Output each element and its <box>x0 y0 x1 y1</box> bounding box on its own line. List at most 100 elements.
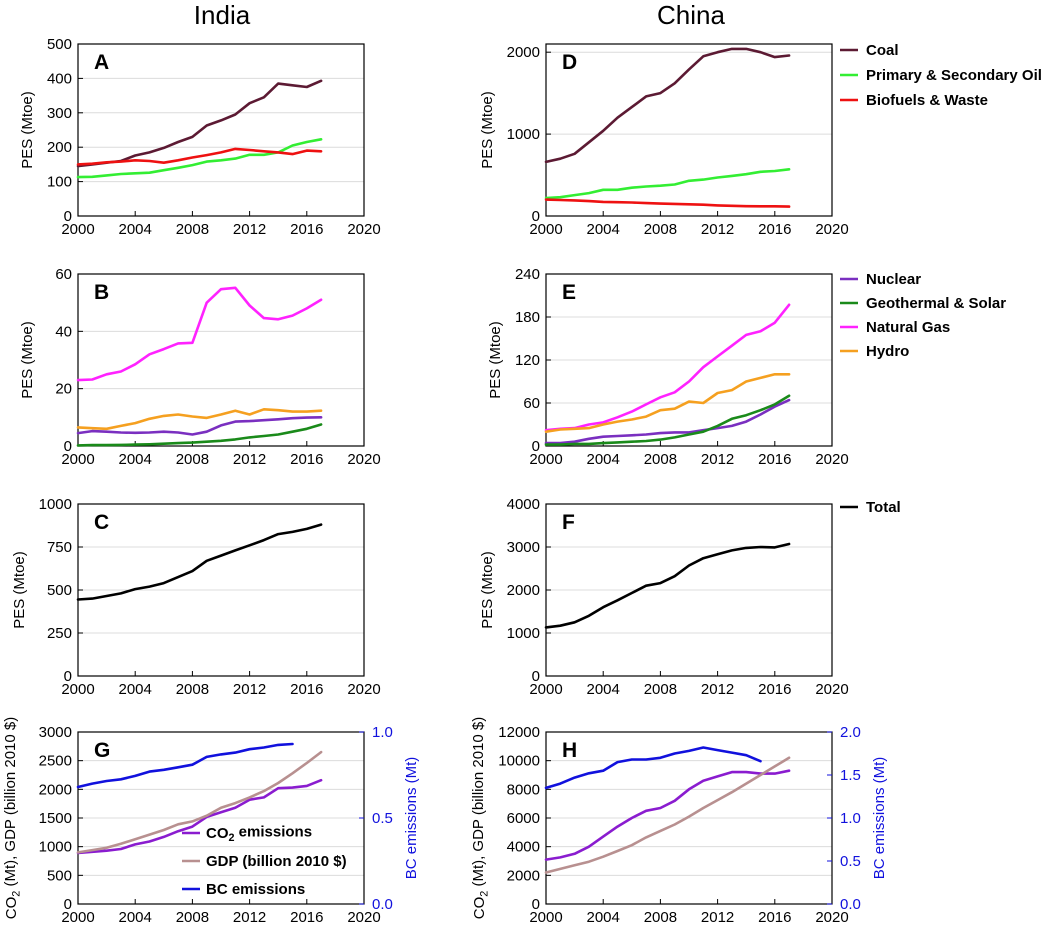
legend-mid: Nuclear Geothermal & Solar Natural Gas Hydr… <box>840 271 1006 360</box>
legend-label: Total <box>866 499 901 516</box>
series-line-biofuels-waste <box>544 198 791 208</box>
series-line-co-emissions <box>76 778 323 855</box>
panel-e: 0 60 120 180 240 2000 2004 2008 2012 2016 2020 PES … <box>487 266 849 468</box>
x-tick-label: 2000 <box>529 451 562 468</box>
charts-container: 0 100 200 300 400 500 2000 2004 2008 2012 2016 2020… <box>2 36 888 926</box>
series-line-gdp-billion-2010- <box>76 750 323 854</box>
y-tick-label: 0 <box>64 896 72 913</box>
y2-tick-label: 1.0 <box>840 810 861 827</box>
y-tick-label: 2500 <box>39 753 72 770</box>
legend-label: Primary & Secondary Oil <box>866 67 1042 84</box>
legend-label: Hydro <box>866 343 909 360</box>
series-line-total <box>544 542 791 629</box>
series-line-total <box>76 523 323 601</box>
y-tick-label: 60 <box>523 395 540 412</box>
y-tick-label: 0 <box>532 668 540 685</box>
y-tick-label: 180 <box>515 309 540 326</box>
x-tick-label: 2004 <box>587 451 620 468</box>
y-tick-label: 500 <box>47 582 72 599</box>
y-axis-label: PES (Mtoe) <box>19 321 36 399</box>
y-tick-label: 1000 <box>507 625 540 642</box>
y-tick-label: 250 <box>47 625 72 642</box>
y-tick-label: 200 <box>47 139 72 156</box>
x-tick-label: 2012 <box>701 681 734 698</box>
y2-tick-label: 2.0 <box>840 724 861 741</box>
panel-a: 0 100 200 300 400 500 2000 2004 2008 2012 2016 2020… <box>19 36 381 238</box>
series-line-hydro <box>76 407 323 431</box>
x-tick-label: 2000 <box>61 681 94 698</box>
series-line-hydro <box>544 372 791 434</box>
series-line-geothermal-solar <box>76 423 323 447</box>
panel-label: H <box>562 739 577 762</box>
y-tick-label: 120 <box>515 352 540 369</box>
x-tick-label: 2008 <box>176 451 209 468</box>
x-tick-label: 2012 <box>233 451 266 468</box>
x-tick-label: 2000 <box>529 909 562 926</box>
y-tick-label: 10000 <box>498 753 540 770</box>
x-tick-label: 2000 <box>61 451 94 468</box>
x-tick-label: 2012 <box>233 909 266 926</box>
y-tick-label: 300 <box>47 105 72 122</box>
panel-f: 0 1000 2000 3000 4000 2000 2004 2008 2012 2016 202… <box>479 496 849 698</box>
x-tick-label: 2012 <box>701 221 734 238</box>
x-tick-label: 2020 <box>347 681 380 698</box>
series-line-natural-gas <box>544 303 791 432</box>
legend-label: Coal <box>866 42 899 59</box>
panel-d: 0 1000 2000 2000 2004 2008 2012 2016 2020 PES (Mt… <box>479 43 849 238</box>
y-tick-label: 3000 <box>39 724 72 741</box>
x-tick-label: 2004 <box>119 221 152 238</box>
plot-frame <box>77 273 365 447</box>
series-line-bc-emissions <box>76 742 294 789</box>
y-tick-label: 0 <box>532 438 540 455</box>
y-tick-label: 0 <box>532 208 540 225</box>
y2-tick-label: 1.0 <box>372 724 393 741</box>
x-tick-label: 2004 <box>587 909 620 926</box>
legend-label: Geothermal & Solar <box>866 295 1006 312</box>
y-tick-label: 60 <box>55 266 72 283</box>
x-tick-label: 2020 <box>347 221 380 238</box>
series-line-biofuels-waste <box>76 147 323 166</box>
panel-label: A <box>94 51 109 74</box>
y-tick-label: 4000 <box>507 839 540 856</box>
y-tick-label: 400 <box>47 70 72 87</box>
x-tick-label: 2004 <box>587 221 620 238</box>
col-title-china: China <box>657 0 725 30</box>
y-tick-label: 1500 <box>39 810 72 827</box>
x-tick-label: 2012 <box>701 451 734 468</box>
x-tick-label: 2012 <box>233 221 266 238</box>
y-tick-label: 0 <box>64 438 72 455</box>
x-tick-label: 2004 <box>587 681 620 698</box>
y-axis-label: PES (Mtoe) <box>487 321 504 399</box>
series-line-nuclear <box>544 398 791 445</box>
legend-g-inset: CO2 emissions GDP (billion 2010 $) BC emis… <box>182 824 347 898</box>
y-tick-label: 240 <box>515 266 540 283</box>
series-line-bc-emissions <box>544 746 762 790</box>
panel-c: 0 250 500 750 1000 2000 2004 2008 2012 2016 2020 PE… <box>11 496 381 698</box>
x-tick-label: 2016 <box>290 909 323 926</box>
x-tick-label: 2016 <box>758 909 791 926</box>
panel-label: F <box>562 511 575 534</box>
panel-label: G <box>94 739 110 762</box>
y-tick-label: 12000 <box>498 724 540 741</box>
series-line-co-emissions <box>544 769 791 861</box>
panel-g: 0 500 1000 1500 2000 2500 3000 2000 2004 2008 2012… <box>2 717 420 926</box>
y-tick-label: 0 <box>64 208 72 225</box>
x-tick-label: 2020 <box>815 221 848 238</box>
panel-b: 0 20 40 60 2000 2004 2008 2012 2016 2020 PES (Mtoe… <box>19 266 381 468</box>
legend-total: Total <box>840 499 901 516</box>
y-tick-label: 1000 <box>507 126 540 143</box>
y-axis-label: PES (Mtoe) <box>479 551 496 629</box>
x-tick-label: 2020 <box>815 451 848 468</box>
x-tick-label: 2008 <box>176 681 209 698</box>
y-tick-label: 100 <box>47 174 72 191</box>
panel-label: C <box>94 511 109 534</box>
y-axis-label: PES (Mtoe) <box>11 551 28 629</box>
x-tick-label: 2008 <box>176 909 209 926</box>
x-tick-label: 2012 <box>233 681 266 698</box>
y-tick-label: 2000 <box>39 781 72 798</box>
series-line-gdp-billion-2010- <box>544 756 791 874</box>
series-line-coal <box>544 47 791 164</box>
x-tick-label: 2020 <box>815 681 848 698</box>
